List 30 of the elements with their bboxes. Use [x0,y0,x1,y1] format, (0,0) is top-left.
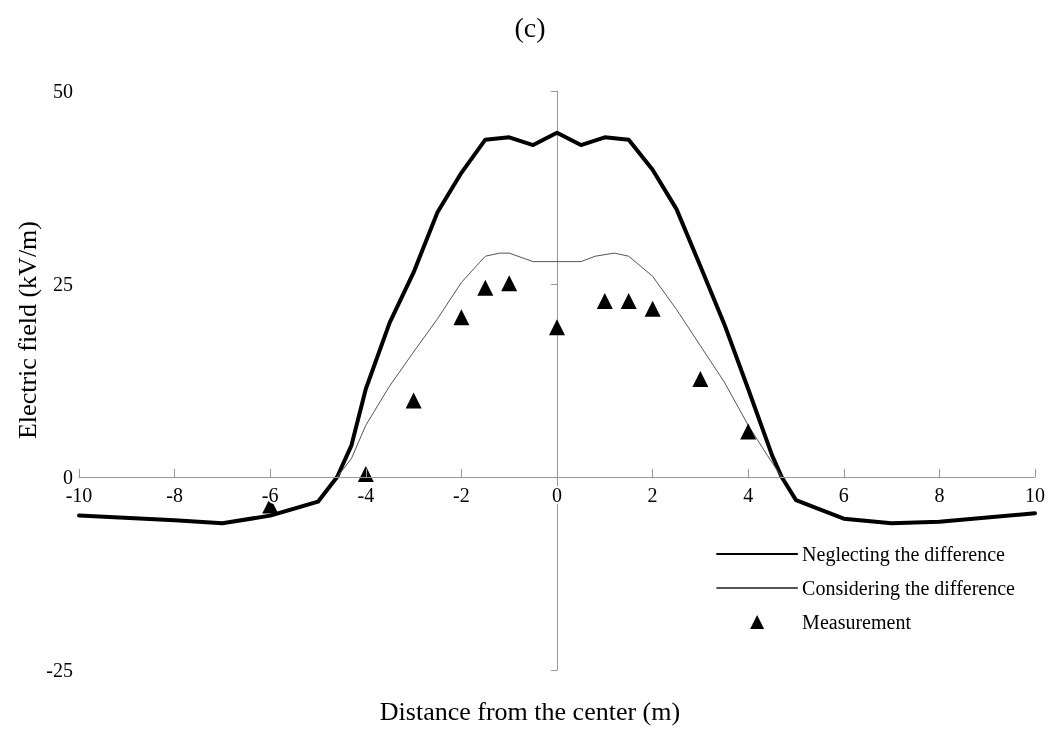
x-axis-title: Distance from the center (m) [379,696,681,726]
x-tick-label: -8 [166,484,183,506]
point [501,275,518,292]
point [620,292,637,309]
point [596,292,613,309]
x-tick-label: 6 [838,484,849,506]
line-series [336,252,783,478]
y-tick-label: 50 [53,80,73,102]
legend-label: Measurement [802,611,912,633]
x-tick-label: -6 [261,484,279,506]
x-tick-label: 0 [552,484,562,506]
x-tick-label: -2 [453,484,470,506]
y-tick-label: 25 [53,273,73,295]
y-axis-title: Electric field (kV/m) [12,220,42,440]
x-tick-label: 10 [1025,484,1045,506]
point [453,309,470,326]
point [477,279,494,296]
chart-title: (c) [514,11,546,43]
point [405,392,422,409]
legend-label: Neglecting the difference [802,543,1006,566]
legend-label: Considering the difference [802,577,1016,600]
x-tick-label: 8 [934,484,945,506]
point [740,423,757,440]
point [644,300,661,317]
x-tick-label: 4 [743,484,754,506]
x-tick-label: 2 [647,484,658,506]
point [549,319,565,336]
point [692,370,709,387]
x-tick-label: -4 [357,484,375,506]
y-tick-label: -25 [46,659,73,681]
